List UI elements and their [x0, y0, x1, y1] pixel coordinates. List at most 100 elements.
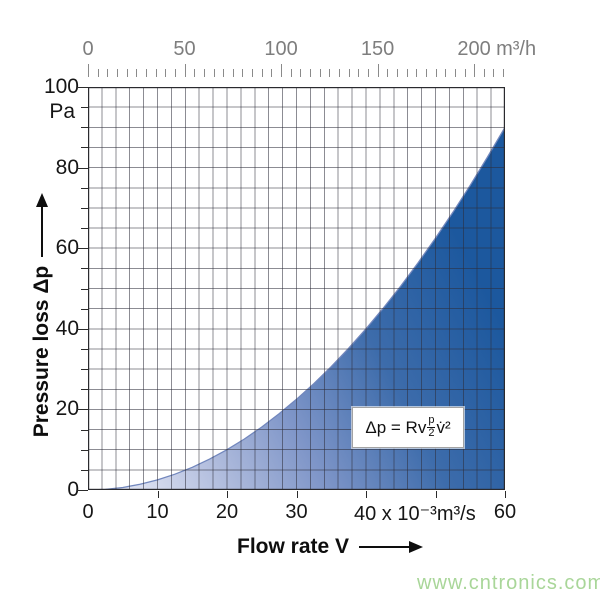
top-axis-tick-label: 100	[264, 38, 298, 60]
y-tick	[77, 328, 88, 330]
top-tick	[377, 64, 379, 77]
y-tick	[81, 429, 88, 431]
x-tick	[157, 491, 159, 498]
y-tick	[81, 207, 88, 209]
top-tick	[319, 69, 321, 77]
x-axis-tick-label: 0	[82, 501, 94, 523]
y-tick	[77, 87, 88, 88]
top-tick	[136, 69, 138, 77]
y-axis-tick-label: 40	[55, 316, 79, 340]
top-tick	[425, 69, 427, 77]
top-tick	[454, 69, 456, 77]
top-tick	[310, 69, 311, 77]
x-axis-tick-label: 30	[285, 501, 308, 523]
top-tick	[88, 64, 89, 77]
y-tick	[77, 248, 88, 250]
y-axis-arrow-icon	[36, 192, 48, 257]
top-axis-unit: m³/h	[496, 38, 537, 60]
y-tick	[77, 409, 88, 411]
x-axis-title: Flow rate V	[237, 535, 424, 559]
top-tick	[174, 69, 176, 77]
formula-numerator: p	[427, 414, 436, 428]
y-axis-tick-label: 20	[55, 397, 79, 421]
x-axis-tick-label: 20	[215, 501, 239, 523]
plot-border	[88, 87, 505, 490]
y-axis-tick-label: 0	[67, 478, 79, 501]
y-tick	[81, 147, 88, 149]
x-axis-tick-label: 60	[493, 501, 517, 523]
x-tick	[296, 491, 298, 498]
x-tick	[435, 491, 437, 498]
top-tick	[203, 69, 205, 77]
area-fill	[88, 127, 505, 490]
x-axis-title-text: Flow rate V	[237, 535, 350, 558]
top-tick	[107, 69, 109, 77]
y-axis-tick-label: 100	[43, 75, 79, 98]
top-tick	[329, 69, 331, 77]
top-tick	[367, 69, 369, 77]
top-tick	[213, 69, 215, 77]
y-axis-tick-label: 80	[55, 155, 79, 179]
x-tick	[505, 491, 506, 498]
top-axis-tick-label: 50	[173, 38, 196, 60]
formula-fraction: p 2	[427, 414, 436, 439]
top-tick	[406, 69, 408, 77]
x-axis-arrow-icon	[359, 541, 424, 553]
y-tick	[81, 228, 88, 230]
top-tick	[184, 64, 186, 77]
top-tick	[358, 69, 360, 77]
top-tick	[464, 69, 466, 77]
top-tick	[261, 69, 263, 77]
top-tick	[271, 69, 273, 77]
top-tick	[194, 69, 196, 77]
y-tick	[81, 449, 88, 451]
top-tick	[483, 69, 485, 77]
formula-suffix: v̇²	[436, 417, 451, 437]
formula-denominator: 2	[428, 427, 435, 439]
top-tick	[300, 69, 302, 77]
top-tick	[493, 69, 495, 77]
top-tick	[396, 69, 398, 77]
top-tick	[281, 64, 283, 77]
y-axis-tick-label: 60	[55, 236, 79, 260]
top-tick	[117, 69, 118, 77]
y-tick	[81, 389, 88, 391]
top-tick	[416, 69, 418, 77]
top-tick	[223, 69, 225, 77]
top-tick	[165, 69, 167, 77]
y-tick	[81, 288, 88, 290]
top-tick	[348, 69, 350, 77]
x-tick	[366, 491, 367, 498]
y-tick	[81, 127, 88, 129]
top-axis-tick-label: 150	[360, 38, 395, 60]
top-tick	[503, 69, 505, 77]
top-tick	[155, 69, 157, 77]
y-tick	[81, 268, 88, 270]
top-tick	[474, 64, 476, 77]
top-tick	[387, 69, 389, 77]
top-tick	[445, 69, 447, 77]
y-tick	[81, 308, 88, 310]
top-tick	[97, 69, 99, 77]
y-axis-unit: Pa	[49, 100, 75, 123]
y-tick	[81, 469, 88, 471]
y-tick	[81, 369, 88, 371]
formula-prefix: Δp = Rv	[365, 417, 427, 437]
y-tick	[81, 348, 88, 350]
x-tick	[227, 491, 228, 498]
top-tick	[435, 69, 437, 77]
y-tick	[81, 107, 88, 109]
top-axis-tick-label: 0	[82, 38, 94, 60]
formula-box: Δp = Rv p 2 v̇²	[352, 407, 464, 448]
watermark-link[interactable]: www.cntronics.com	[417, 572, 600, 594]
x-axis-tick-label: 10	[146, 501, 169, 523]
top-tick	[339, 69, 340, 77]
top-tick	[252, 69, 254, 77]
y-axis-title-text: Pressure loss Δp	[30, 265, 53, 438]
top-axis-tick-label: 200	[457, 38, 491, 60]
y-tick	[81, 187, 88, 189]
y-tick	[77, 167, 88, 169]
x-axis-tick-label: 40 x 10⁻³m³/s	[354, 503, 476, 525]
top-tick	[242, 69, 244, 77]
